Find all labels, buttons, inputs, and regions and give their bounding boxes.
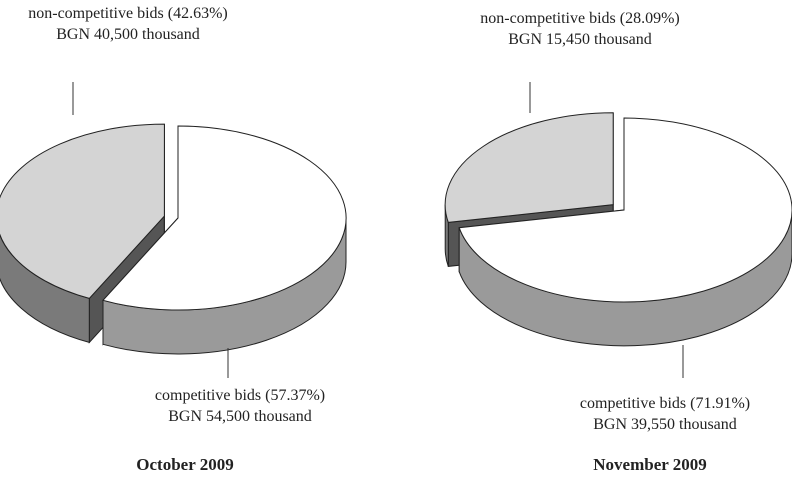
- amount-label: BGN 39,550 thousand: [593, 416, 737, 433]
- amount-label: BGN 40,500 thousand: [56, 26, 200, 43]
- slice-label: competitive bids (71.91%): [580, 395, 750, 412]
- category-name: non-competitive bids: [480, 10, 616, 27]
- pie-slice: [0, 123, 165, 299]
- value-label: (71.91%): [690, 395, 750, 412]
- chart-title: October 2009: [136, 455, 233, 474]
- pie-slice: [458, 117, 792, 303]
- slice-label: non-competitive bids (28.09%): [480, 10, 680, 27]
- chart-title: November 2009: [593, 455, 706, 474]
- value-label: (28.09%): [620, 10, 680, 27]
- pie-slice: [102, 125, 347, 311]
- pie-slice: [444, 112, 614, 223]
- amount-label: BGN 15,450 thousand: [508, 31, 652, 48]
- category-name: non-competitive bids: [28, 5, 164, 22]
- amount-label: BGN 54,500 thousand: [168, 408, 312, 425]
- slice-label: non-competitive bids (42.63%): [28, 5, 228, 22]
- category-name: competitive bids: [580, 395, 686, 412]
- value-label: (57.37%): [265, 387, 325, 404]
- value-label: (42.63%): [168, 5, 228, 22]
- slice-label: competitive bids (57.37%): [155, 387, 325, 404]
- category-name: competitive bids: [155, 387, 261, 404]
